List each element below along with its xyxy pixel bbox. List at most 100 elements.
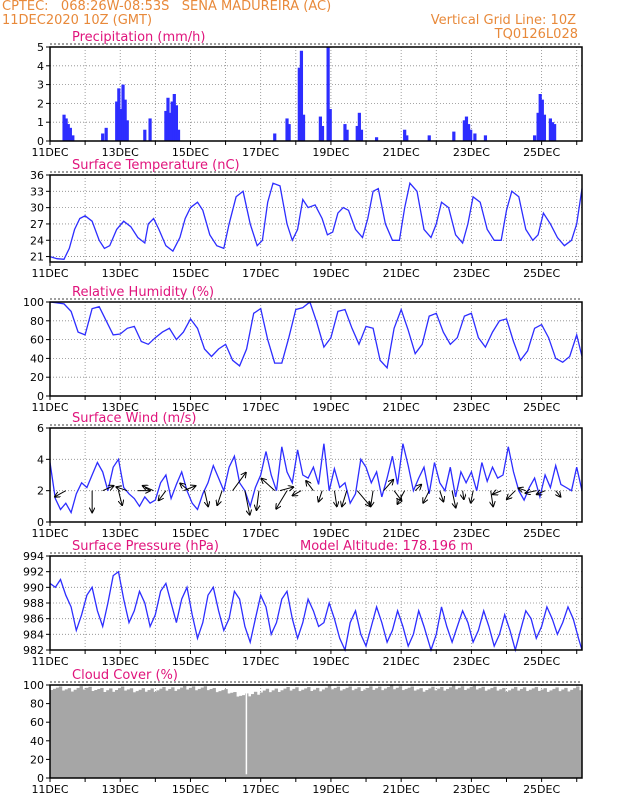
precip-bar (326, 47, 330, 141)
x-tick-label: 13DEC (102, 267, 139, 280)
cloud-bar (304, 688, 308, 778)
panel-5 (46, 681, 583, 782)
cloud-bar (437, 688, 441, 778)
precip-bar (542, 114, 547, 141)
cloud-bar (410, 686, 414, 778)
cloud-bar (191, 686, 196, 778)
y-tick-label: 21 (30, 251, 44, 264)
cloud-bar (407, 687, 411, 778)
cloud-bar (478, 688, 482, 778)
cloud-bar (76, 687, 80, 778)
x-tick-label: 23DEC (453, 267, 490, 280)
wind-vector (319, 490, 323, 502)
cloud-bar (224, 689, 228, 778)
wind-vector (159, 490, 167, 501)
precip-bar (125, 120, 129, 141)
cloud-bar (259, 692, 264, 778)
cloud-bar (389, 685, 394, 778)
x-tick-label: 13DEC (102, 527, 139, 540)
cloud-bar (298, 691, 302, 778)
cloud-bar (549, 690, 553, 778)
y-tick-label: 2 (37, 485, 44, 498)
cloud-bar (265, 688, 270, 778)
cloud-bar (168, 688, 172, 778)
cloud-bar (250, 694, 255, 778)
y-tick-label: 982 (23, 644, 44, 657)
y-tick-label: 40 (30, 352, 44, 365)
cloud-bar (321, 689, 326, 778)
cloud-bar (490, 688, 494, 778)
precip-bar (374, 137, 379, 141)
cloud-bar (221, 690, 225, 778)
panel-0 (46, 43, 583, 145)
x-tick-label: 25DEC (523, 655, 560, 668)
cloud-bar (354, 688, 358, 778)
wind-vector (262, 479, 276, 492)
y-tick-label: 0 (37, 772, 44, 785)
wind-vector (414, 485, 421, 492)
precip-bar (176, 129, 181, 141)
x-tick-label: 25DEC (523, 146, 560, 159)
precip-bar (427, 135, 431, 141)
wind-vector (519, 488, 526, 490)
precip-bar (71, 135, 75, 141)
cloud-bar (528, 689, 533, 778)
precip-bar (170, 101, 174, 141)
cloud-bar (85, 687, 89, 778)
x-tick-label: 11DEC (31, 267, 68, 280)
cloud-bar (466, 688, 471, 778)
cloud-bar (230, 692, 234, 778)
precip-bar (64, 118, 68, 141)
cloud-bar (174, 690, 178, 778)
cloud-bar (97, 688, 101, 778)
x-tick-label: 13DEC (102, 401, 139, 414)
x-tick-label: 11DEC (31, 146, 68, 159)
cloud-bar (194, 690, 199, 778)
precip-bar (174, 105, 179, 141)
panel-title: Surface Wind (m/s) (72, 411, 196, 426)
x-tick-label: 17DEC (242, 655, 279, 668)
cloud-bar (451, 685, 456, 778)
wind-vector (491, 490, 493, 507)
cloud-bar (369, 686, 373, 778)
panel-title: Surface Pressure (hPa) (72, 539, 219, 554)
precip-bar (297, 67, 301, 141)
cloud-bar (301, 689, 305, 778)
x-tick-label: 17DEC (242, 401, 279, 414)
cloud-bar (457, 687, 462, 778)
cloud-bar (537, 690, 542, 778)
cloud-bar (511, 688, 515, 778)
cloud-bar (348, 686, 352, 778)
x-tick-label: 17DEC (242, 783, 279, 796)
x-tick-label: 19DEC (312, 783, 349, 796)
panel-frame (49, 684, 583, 779)
cloud-bar (552, 688, 556, 778)
cloud-bar (209, 688, 213, 778)
precip-bar (273, 133, 277, 141)
cloud-bar (200, 687, 205, 778)
precip-bar (548, 118, 552, 141)
wind-vector (526, 491, 537, 493)
precip-bar (287, 124, 291, 141)
cloud-bar (135, 691, 140, 778)
x-tick-label: 13DEC (102, 655, 139, 668)
x-tick-label: 21DEC (383, 401, 420, 414)
cloud-bar (481, 686, 485, 778)
grid-note: Vertical Grid Line: 10Z (430, 13, 576, 28)
wind-vector (118, 490, 122, 505)
cloud-bar (271, 690, 276, 778)
cloud-bar (493, 686, 497, 778)
wind-vector (493, 491, 502, 495)
x-tick-label: 15DEC (172, 146, 209, 159)
precip-bar (318, 116, 322, 141)
cloud-bar (150, 688, 154, 778)
cloud-bar (363, 689, 367, 778)
x-tick-label: 19DEC (312, 267, 349, 280)
wind-vector (293, 490, 302, 496)
cloud-bar (50, 690, 54, 778)
cloud-bar (94, 689, 98, 778)
cloud-bar (540, 689, 544, 778)
cloud-bar (52, 688, 57, 778)
y-tick-label: 20 (30, 753, 44, 766)
cloud-bar (378, 686, 382, 778)
